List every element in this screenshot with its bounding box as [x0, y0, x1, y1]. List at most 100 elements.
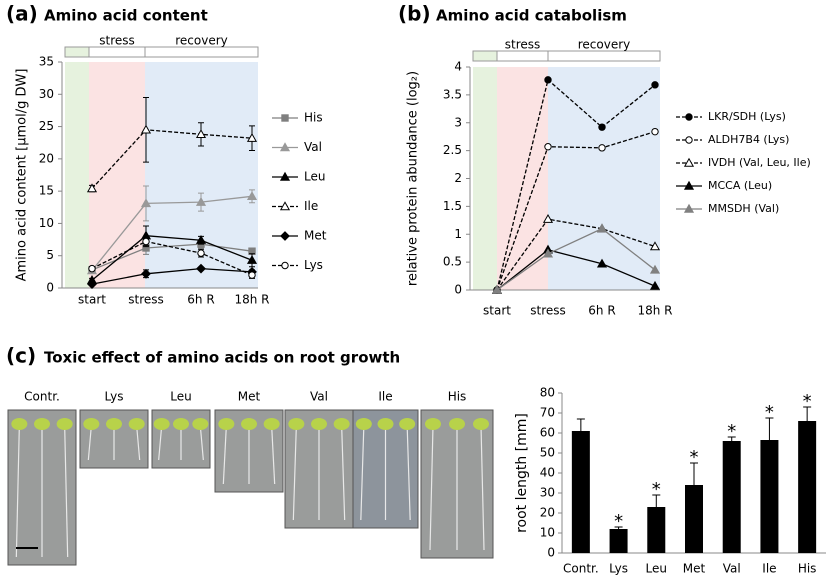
- marker: [544, 143, 552, 151]
- y-tick-label: 0: [46, 281, 54, 295]
- photo-label: Val: [310, 390, 328, 404]
- marker: [542, 213, 554, 223]
- leaves: [399, 418, 416, 430]
- phase-bar: [547, 50, 661, 62]
- panel-title: Toxic effect of amino acids on root grow…: [44, 349, 400, 367]
- photo-label: Leu: [170, 390, 191, 404]
- leaves: [83, 418, 100, 430]
- marker: [683, 180, 695, 190]
- x-tick-label: Lys: [609, 562, 628, 576]
- marker: [87, 279, 97, 290]
- marker: [683, 203, 695, 213]
- root: [199, 425, 204, 461]
- series-line: [496, 78, 656, 291]
- bar: [798, 421, 817, 553]
- series-line: [496, 227, 656, 291]
- legend-label: ALDH7B4 (Lys): [708, 133, 789, 146]
- y-tick-label: 80: [540, 386, 555, 400]
- y-tick-label: 10: [540, 526, 555, 540]
- bar: [609, 529, 628, 553]
- y-tick-label: 70: [540, 406, 555, 420]
- leaves: [263, 418, 280, 430]
- marker: [651, 81, 659, 89]
- legend-label: MMSDH (Val): [708, 202, 779, 215]
- significance: *: [690, 447, 699, 468]
- marker: [279, 171, 291, 181]
- x-tick-label: Contr.: [563, 562, 599, 576]
- error-bar: [765, 417, 774, 440]
- y-tick-label: 30: [540, 486, 555, 500]
- series-line: [496, 218, 656, 291]
- legend-label: Val: [304, 140, 322, 154]
- x-tick-label: 6h R: [187, 293, 214, 307]
- marker: [279, 201, 291, 211]
- legend-label: MCCA (Leu): [708, 179, 772, 192]
- y-axis-label: Amino acid content [μmol/g DW]: [15, 69, 30, 282]
- marker: [246, 255, 258, 264]
- phase-band: [548, 67, 660, 290]
- x-tick-label: 18h R: [637, 304, 672, 318]
- leaves: [377, 418, 394, 430]
- phase-bar: [496, 50, 549, 62]
- phase-band: [89, 62, 145, 288]
- x-tick-label: start: [483, 304, 511, 318]
- marker: [685, 113, 693, 121]
- panel-label: (b): [398, 2, 431, 26]
- leaves: [355, 418, 372, 430]
- y-tick-label: 40: [540, 466, 555, 480]
- marker: [685, 136, 693, 144]
- root: [87, 425, 92, 461]
- leaves: [128, 418, 145, 430]
- significance: *: [614, 511, 623, 532]
- marker: [598, 144, 606, 152]
- y-tick-label: 3: [454, 115, 462, 129]
- photo-label: His: [448, 390, 467, 404]
- legend-label: His: [304, 111, 323, 125]
- y-tick-label: 25: [39, 119, 54, 133]
- bar: [647, 507, 666, 553]
- leaves: [56, 418, 73, 430]
- x-tick-label: start: [78, 293, 106, 307]
- marker: [281, 114, 289, 122]
- bar: [760, 440, 779, 553]
- y-tick-label: 35: [39, 55, 54, 69]
- photo-label: Met: [238, 390, 261, 404]
- x-tick-label: Met: [683, 562, 706, 576]
- legend-label: Lys: [304, 258, 323, 272]
- root: [271, 425, 276, 485]
- root: [360, 425, 365, 521]
- leaves: [288, 418, 305, 430]
- marker: [246, 191, 258, 201]
- panel-title: Amino acid content: [44, 7, 208, 25]
- y-axis-label: root length [mm]: [514, 413, 530, 533]
- y-tick-label: 10: [39, 216, 54, 230]
- leaves: [153, 418, 170, 430]
- y-tick-label: 5: [46, 248, 54, 262]
- marker: [246, 132, 258, 142]
- root: [64, 425, 69, 558]
- marker: [651, 127, 659, 136]
- series-line: [496, 249, 656, 291]
- bar: [685, 485, 703, 553]
- marker: [140, 124, 152, 134]
- marker: [197, 249, 205, 257]
- photo-label: Ile: [378, 390, 392, 404]
- y-tick-label: 1.5: [443, 199, 462, 213]
- panel-label: (c): [6, 344, 36, 368]
- root: [429, 425, 434, 551]
- significance: *: [803, 391, 812, 412]
- leaves: [192, 418, 209, 430]
- y-tick-label: 0: [454, 283, 462, 297]
- y-tick-label: 50: [540, 446, 555, 460]
- marker: [88, 264, 96, 273]
- y-tick-label: 30: [39, 87, 54, 101]
- x-tick-label: 18h R: [234, 293, 269, 307]
- marker: [598, 123, 606, 131]
- error-bar: [690, 462, 698, 485]
- phase-bar: [472, 50, 498, 62]
- legend-label: Met: [304, 229, 327, 243]
- y-tick-label: 20: [39, 151, 54, 165]
- leaves: [173, 418, 189, 430]
- marker: [142, 237, 150, 246]
- marker: [649, 264, 661, 274]
